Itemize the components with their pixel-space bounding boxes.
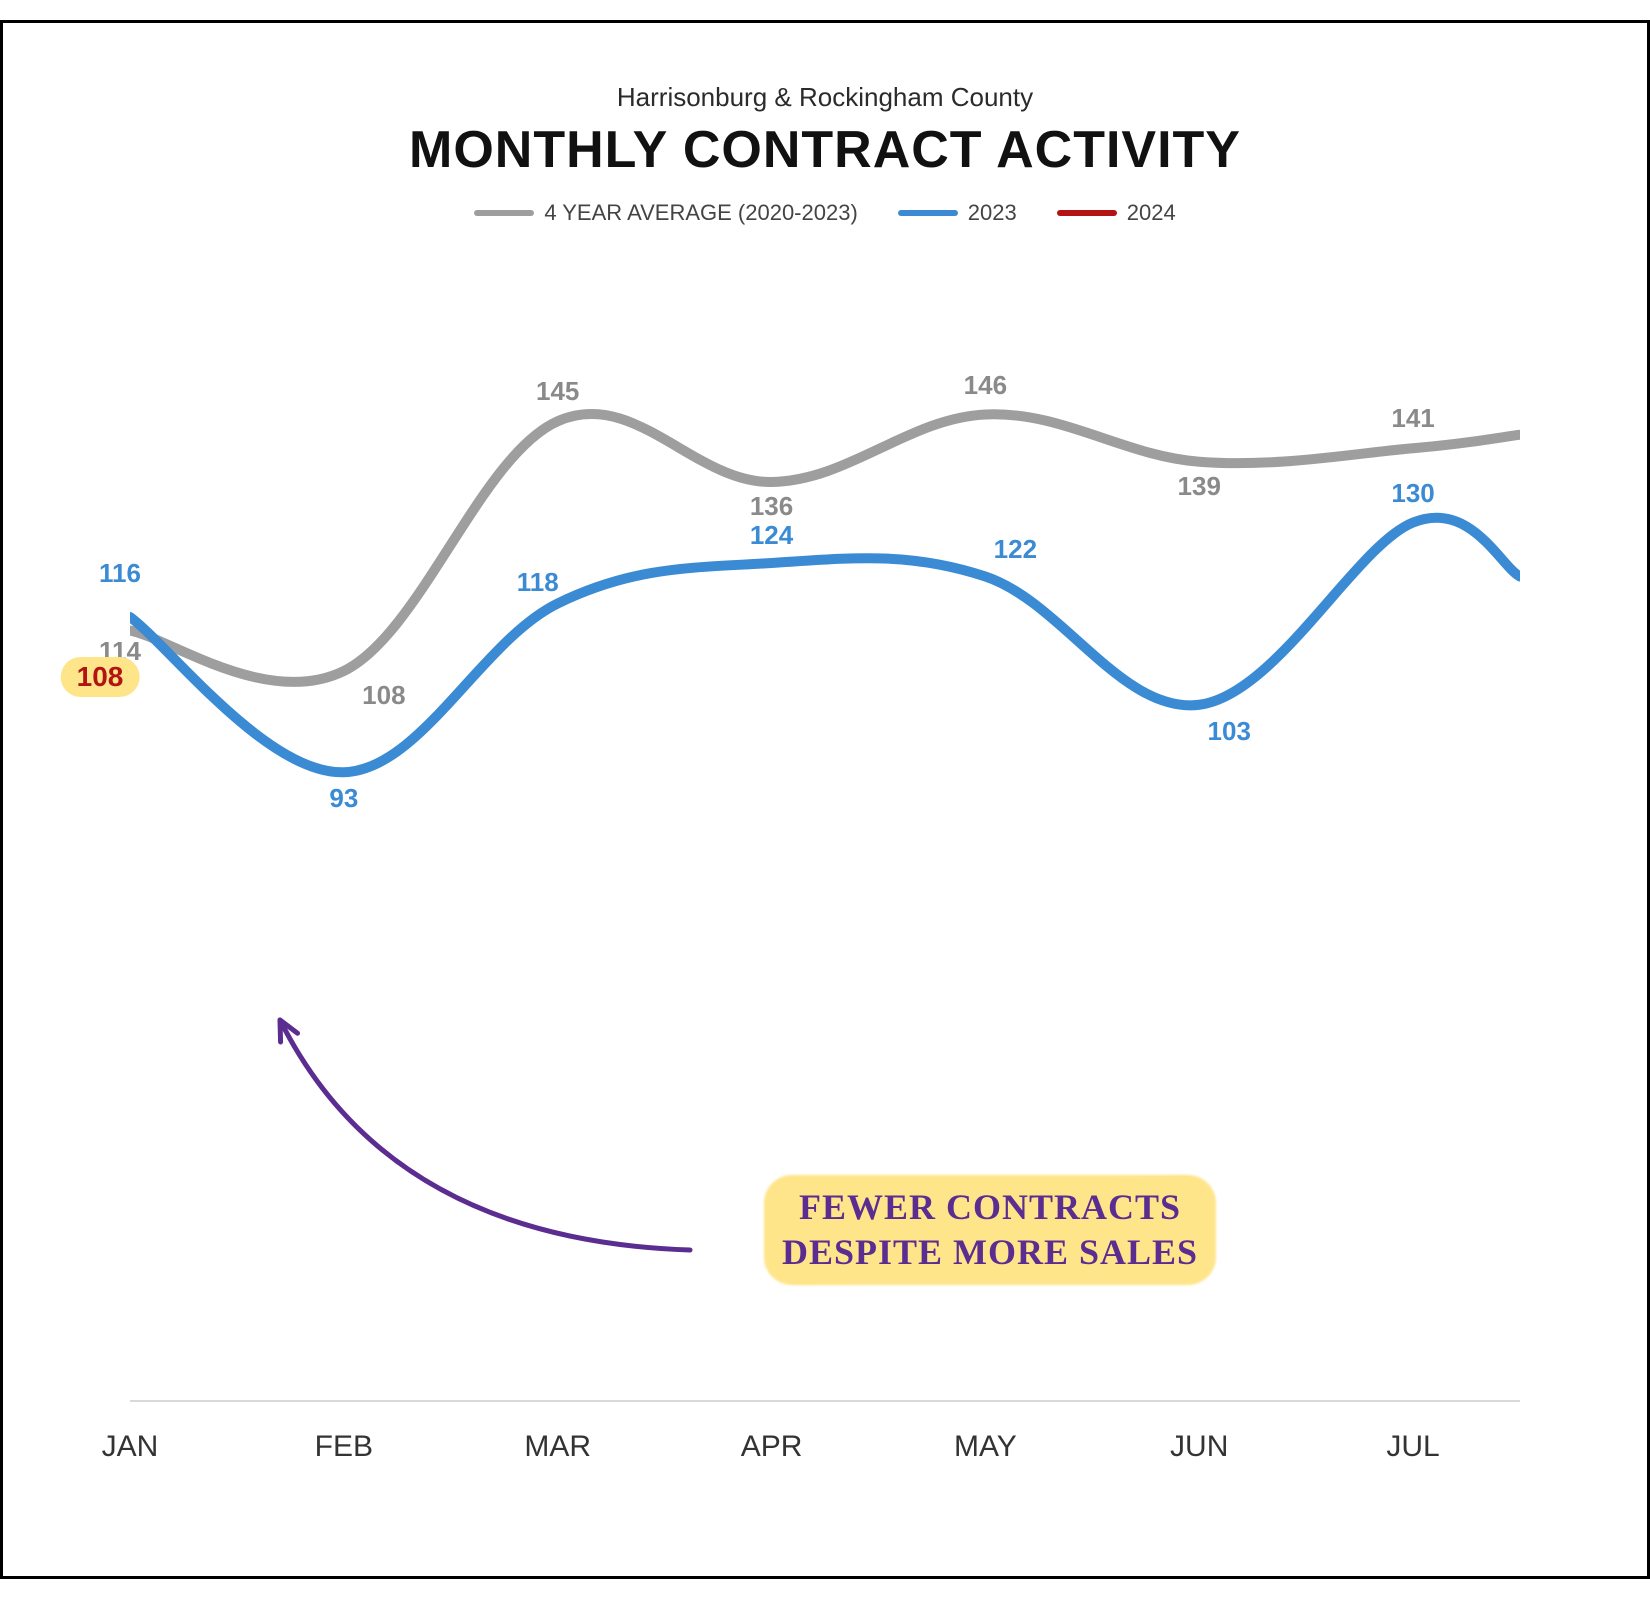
x-tick-label: JAN <box>102 1430 159 1464</box>
series-line-avg <box>130 414 1520 682</box>
x-tick-label: APR <box>741 1430 803 1464</box>
annotation-callout: FEWER CONTRACTSDESPITE MORE SALES <box>782 1185 1198 1275</box>
data-label: 124 <box>750 520 793 551</box>
data-label: 130 <box>1391 478 1434 509</box>
legend-item: 2023 <box>898 200 1017 226</box>
chart-plot-area: JANFEBMARAPRMAYJUNJUL 114108145136146139… <box>130 280 1520 1380</box>
x-tick-label: MAY <box>954 1430 1017 1464</box>
legend-label: 2023 <box>968 200 1017 226</box>
x-axis-line <box>130 1400 1520 1402</box>
data-label: 93 <box>329 783 358 814</box>
x-tick-label: MAR <box>524 1430 591 1464</box>
chart-title: MONTHLY CONTRACT ACTIVITY <box>0 120 1650 180</box>
data-label: 141 <box>1391 403 1434 434</box>
legend-label: 4 YEAR AVERAGE (2020-2023) <box>544 200 857 226</box>
legend-label: 2024 <box>1127 200 1176 226</box>
legend-swatch <box>1057 210 1117 216</box>
chart-canvas: Harrisonburg & Rockingham County MONTHLY… <box>0 20 1650 1579</box>
data-label: 108 <box>362 680 405 711</box>
chart-legend: 4 YEAR AVERAGE (2020-2023) 2023 2024 <box>0 200 1650 226</box>
data-label: 146 <box>964 370 1007 401</box>
data-label: 122 <box>994 534 1037 565</box>
series-line-y2023 <box>130 518 1520 773</box>
chart-subtitle: Harrisonburg & Rockingham County <box>0 82 1650 113</box>
data-label: 139 <box>1178 471 1221 502</box>
legend-swatch <box>898 210 958 216</box>
data-label: 136 <box>750 491 793 522</box>
data-label: 116 <box>99 558 141 589</box>
annotation-line: DESPITE MORE SALES <box>782 1230 1198 1275</box>
data-label: 118 <box>517 567 559 598</box>
data-label: 103 <box>1208 716 1251 747</box>
legend-item: 2024 <box>1057 200 1176 226</box>
legend-swatch <box>474 210 534 216</box>
x-tick-label: JUN <box>1170 1430 1228 1464</box>
x-tick-label: JUL <box>1386 1430 1439 1464</box>
highlight-pill: 108 <box>61 657 140 697</box>
annotation-arrow <box>280 1020 690 1250</box>
legend-item: 4 YEAR AVERAGE (2020-2023) <box>474 200 857 226</box>
x-tick-label: FEB <box>315 1430 373 1464</box>
data-label: 145 <box>536 376 579 407</box>
annotation-line: FEWER CONTRACTS <box>782 1185 1198 1230</box>
